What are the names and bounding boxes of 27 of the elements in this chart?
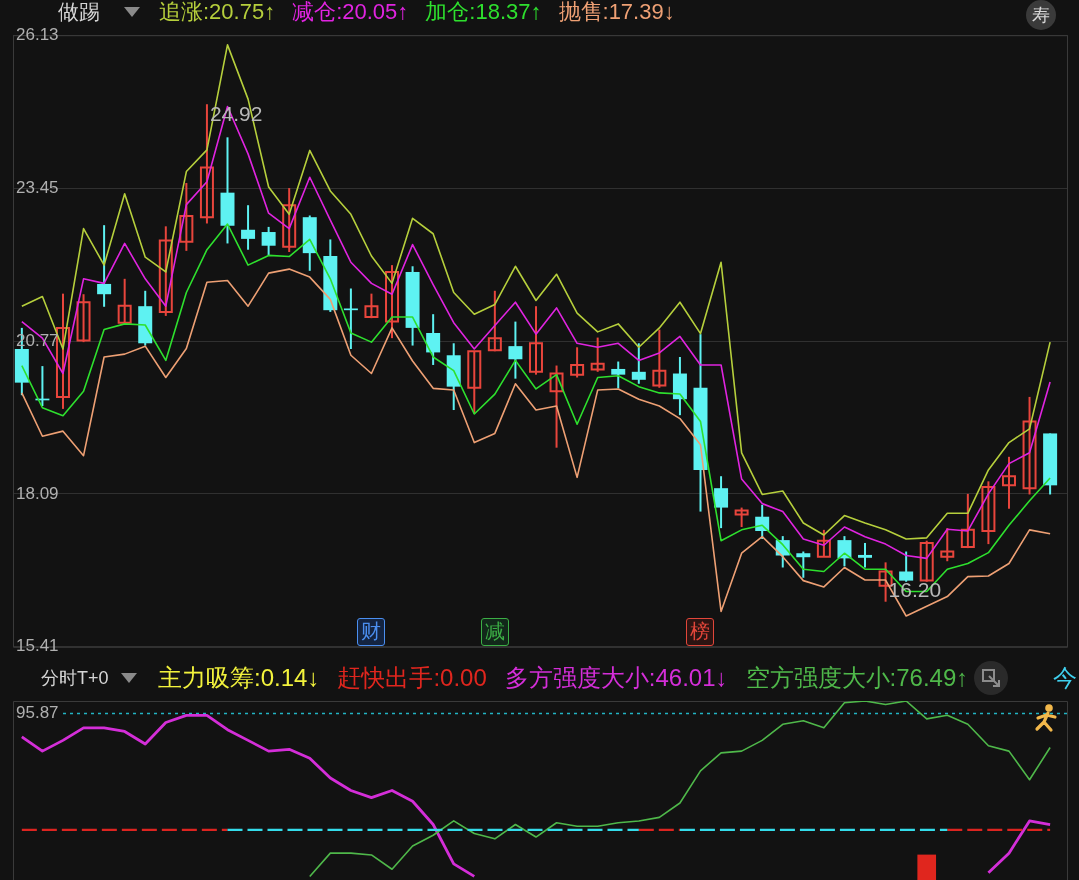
text: 减仓:20.05↑	[292, 0, 409, 26]
y-tick-label: 23.45	[16, 177, 59, 197]
text: 主力吸筹:0.14↓	[158, 663, 320, 693]
text: 抛售:17.39↓	[558, 0, 675, 26]
y-tick-label: 26.13	[16, 24, 59, 44]
candlestick	[117, 278, 132, 324]
annotation: 95.87	[16, 703, 59, 723]
circle-button: 寿	[1026, 0, 1056, 30]
series-label: 空方强度大小:76.49↑	[745, 663, 969, 693]
chart-title: 做踢	[58, 0, 100, 25]
text: 赶快出手:0.00	[337, 663, 487, 693]
text: 今	[1053, 663, 1077, 693]
candlestick	[467, 350, 482, 414]
text: 多方强度大小:46.01↓	[504, 663, 728, 693]
candlestick	[343, 288, 358, 349]
badge: 榜	[686, 617, 715, 646]
candlestick	[652, 329, 667, 388]
badge: 财	[357, 617, 386, 646]
series-label: 追涨:20.75↑	[159, 0, 276, 26]
text: 加仓:18.37↑	[425, 0, 542, 26]
candlestick	[76, 294, 91, 343]
badge: 减	[480, 617, 509, 646]
candlestick	[528, 306, 543, 375]
y-tick-label: 18.09	[16, 483, 59, 503]
chart-title: 分时T+0	[41, 667, 109, 690]
candlestick	[570, 347, 585, 378]
y-tick-label: 15.41	[16, 636, 59, 656]
